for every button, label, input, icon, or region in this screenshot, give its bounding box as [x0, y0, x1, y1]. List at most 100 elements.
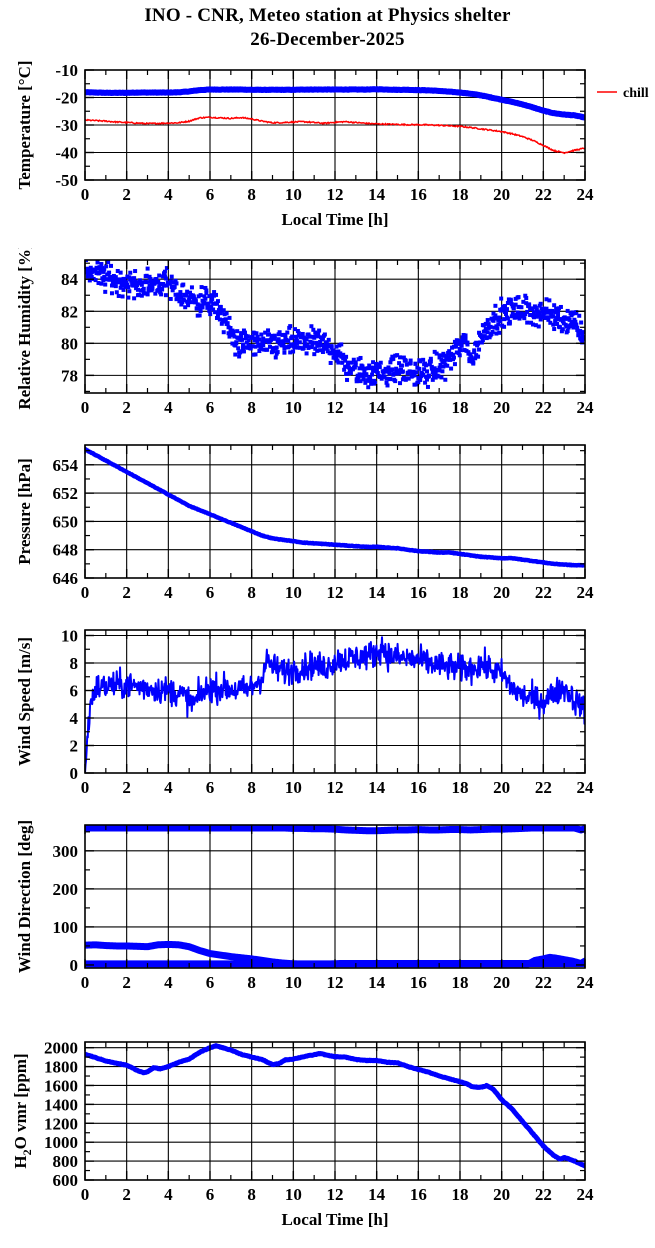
- y-tick-label: 650: [53, 512, 79, 531]
- y-tick-label: 648: [53, 541, 79, 560]
- chart-panel-temperature: -50-40-30-20-100 2 4 6 8 10 12 14 16 18 20 22 24Temp…: [15, 60, 649, 229]
- series-line-pressure: [85, 446, 585, 568]
- x-tick-label: 20: [493, 583, 510, 602]
- y-tick-label: 1400: [44, 1095, 78, 1114]
- y-tick-label: 0: [70, 764, 79, 783]
- x-tick-label: 0: [81, 583, 90, 602]
- x-tick-label: 6: [206, 778, 215, 797]
- x-tick-label: 24: [577, 778, 595, 797]
- x-tick-label: 8: [247, 583, 256, 602]
- y-tick-label: 80: [61, 334, 78, 353]
- x-tick-label: 8: [247, 185, 256, 204]
- x-tick-label: 16: [410, 778, 427, 797]
- x-tick-label: 2: [122, 398, 131, 417]
- x-tick-label: 6: [206, 973, 215, 992]
- y-tick-label: -20: [55, 89, 78, 108]
- y-axis-title: Wind Direction [deg]: [15, 820, 34, 973]
- y-tick-label: 646: [53, 569, 79, 588]
- x-tick-label: 0: [81, 778, 90, 797]
- x-tick-label: 6: [206, 185, 215, 204]
- x-tick-label: 10: [285, 185, 302, 204]
- y-tick-label: 1200: [44, 1114, 78, 1133]
- y-tick-label: 652: [53, 484, 79, 503]
- x-axis-title: Local Time [h]: [281, 210, 388, 229]
- series-line-h2o-vmr: [85, 1043, 585, 1169]
- y-axis-title: Relative Humidity [%]: [15, 248, 34, 410]
- x-tick-label: 10: [285, 973, 302, 992]
- y-tick-label: 800: [53, 1152, 79, 1171]
- svg-text:H2O vmr [ppm]: H2O vmr [ppm]: [11, 1053, 34, 1168]
- x-tick-label: 0: [81, 1185, 90, 1204]
- x-tick-label: 8: [247, 778, 256, 797]
- y-tick-label: -10: [55, 61, 78, 80]
- x-tick-label: 16: [410, 1185, 427, 1204]
- x-tick-label: 12: [327, 398, 344, 417]
- x-tick-label: 24: [577, 973, 595, 992]
- x-tick-label: 16: [410, 185, 427, 204]
- x-tick-label: 20: [493, 778, 510, 797]
- x-tick-label: 18: [452, 973, 469, 992]
- x-tick-label: 16: [410, 583, 427, 602]
- x-tick-label: 2: [122, 583, 131, 602]
- x-tick-label: 4: [164, 583, 173, 602]
- x-tick-label: 2: [122, 1185, 131, 1204]
- x-tick-label: 14: [368, 185, 386, 204]
- x-tick-label: 12: [327, 583, 344, 602]
- y-tick-label: 78: [61, 366, 78, 385]
- x-tick-label: 4: [164, 398, 173, 417]
- y-tick-label: 1600: [44, 1076, 78, 1095]
- y-tick-label: 6: [70, 682, 79, 701]
- x-tick-label: 12: [327, 1185, 344, 1204]
- x-tick-label: 20: [493, 398, 510, 417]
- y-tick-label: -30: [55, 116, 78, 135]
- y-tick-label: -40: [55, 144, 78, 163]
- x-tick-label: 2: [122, 778, 131, 797]
- series-scatter-relative-humidity: [85, 260, 585, 390]
- y-axis-title: Temperature [°C]: [15, 60, 34, 189]
- x-tick-label: 18: [452, 778, 469, 797]
- y-axis-title: H2O vmr [ppm]: [11, 1053, 34, 1168]
- x-tick-label: 18: [452, 185, 469, 204]
- x-tick-label: 14: [368, 1185, 386, 1204]
- y-tick-label: 2: [70, 737, 79, 756]
- x-tick-label: 0: [81, 973, 90, 992]
- y-tick-label: 10: [61, 627, 78, 646]
- x-tick-label: 8: [247, 973, 256, 992]
- x-tick-label: 20: [493, 1185, 510, 1204]
- y-tick-label: 300: [53, 842, 79, 861]
- x-tick-label: 8: [247, 1185, 256, 1204]
- x-tick-label: 20: [493, 973, 510, 992]
- legend-label-chill: chill: [623, 86, 649, 101]
- x-tick-label: 4: [164, 185, 173, 204]
- x-tick-label: 24: [577, 583, 595, 602]
- x-tick-label: 12: [327, 778, 344, 797]
- x-tick-label: 10: [285, 1185, 302, 1204]
- x-tick-label: 0: [81, 398, 90, 417]
- y-tick-label: 200: [53, 880, 79, 899]
- x-axis-title: Local Time [h]: [281, 1210, 388, 1229]
- x-tick-label: 14: [368, 583, 386, 602]
- x-tick-label: 4: [164, 973, 173, 992]
- y-tick-label: 82: [61, 302, 78, 321]
- x-tick-label: 20: [493, 185, 510, 204]
- y-tick-label: 654: [53, 456, 79, 475]
- x-tick-label: 22: [535, 398, 552, 417]
- y-tick-label: -50: [55, 171, 78, 190]
- y-tick-label: 4: [70, 709, 79, 728]
- x-tick-label: 2: [122, 185, 131, 204]
- x-tick-label: 10: [285, 583, 302, 602]
- x-tick-label: 2: [122, 973, 131, 992]
- x-tick-label: 14: [368, 778, 386, 797]
- x-tick-label: 18: [452, 398, 469, 417]
- x-tick-label: 18: [452, 583, 469, 602]
- x-tick-label: 18: [452, 1185, 469, 1204]
- series-line-wind-speed: [85, 636, 585, 773]
- page-title: INO - CNR, Meteo station at Physics shel…: [0, 4, 655, 52]
- x-tick-label: 12: [327, 185, 344, 204]
